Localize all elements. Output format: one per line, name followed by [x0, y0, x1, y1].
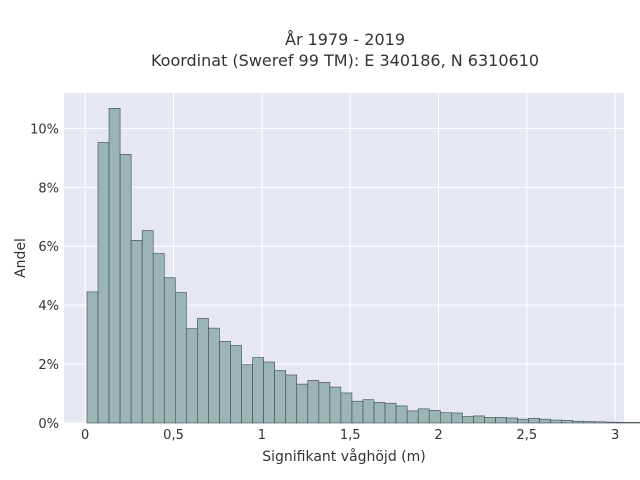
histogram-bar — [550, 419, 563, 424]
histogram-bar — [506, 417, 518, 424]
histogram-bar — [318, 382, 331, 424]
x-axis-label: Signifikant våghöjd (m) — [262, 448, 425, 465]
histogram-bar — [362, 399, 375, 424]
histogram-bar — [152, 253, 165, 424]
histogram-bar — [108, 108, 121, 424]
histogram-bar — [86, 291, 99, 424]
histogram-bar — [141, 230, 154, 424]
histogram-bar — [462, 416, 474, 424]
x-tick-label: 0,5 — [163, 428, 184, 443]
histogram-bar — [561, 420, 574, 424]
histogram-bar — [616, 422, 629, 424]
histogram-bar — [351, 400, 364, 424]
histogram-bar — [208, 327, 220, 424]
x-axis-ticks: 0 0,5 1 1,5 2 2,5 3 — [81, 428, 619, 443]
histogram-bar — [428, 410, 441, 424]
histogram-bar — [451, 412, 463, 424]
y-tick-label: 0% — [38, 417, 59, 432]
x-tick-label: 2,5 — [516, 428, 537, 443]
x-tick-label: 1,5 — [340, 428, 361, 443]
histogram-bar — [119, 153, 132, 424]
y-axis-label: Andel — [13, 238, 29, 278]
y-axis-ticks: 0% 2% 4% 6% 8% 10% — [30, 122, 59, 432]
histogram-bar — [406, 410, 419, 424]
histogram-bar — [439, 412, 452, 424]
histogram-bar — [252, 357, 264, 424]
chart-title-line-2: Koordinat (Sweref 99 TM): E 340186, N 63… — [151, 51, 539, 70]
histogram-bar — [605, 421, 618, 424]
histogram-bar — [395, 405, 408, 424]
histogram-bar — [373, 402, 386, 424]
y-tick-label: 8% — [38, 181, 59, 196]
histogram-bar — [285, 374, 298, 424]
histogram-bar — [417, 408, 430, 424]
histogram-bar — [572, 420, 585, 424]
histogram-bar — [517, 418, 529, 424]
histogram-bar — [130, 240, 143, 424]
histogram-bar — [296, 383, 309, 424]
histogram-bar — [274, 370, 287, 424]
histogram-bar — [528, 417, 540, 424]
histogram-bar — [539, 418, 551, 424]
histogram-bar — [97, 142, 110, 424]
histogram-bar — [197, 318, 209, 424]
x-tick-label: 1 — [258, 428, 266, 443]
x-tick-label: 2 — [434, 428, 442, 443]
histogram-bar — [329, 386, 342, 424]
histogram-bar — [219, 341, 231, 424]
x-tick-label: 0 — [81, 428, 89, 443]
y-tick-label: 10% — [30, 122, 59, 137]
histogram-bar — [484, 417, 496, 424]
histogram-bar — [230, 345, 242, 424]
histogram-bar — [384, 402, 397, 424]
histogram-bar — [594, 421, 607, 424]
chart-title-line-1: År 1979 - 2019 — [285, 30, 405, 49]
histogram-bars — [86, 108, 640, 424]
histogram-bar — [241, 364, 253, 424]
y-tick-label: 2% — [38, 358, 59, 373]
histogram-bar — [174, 292, 187, 424]
histogram-bar — [186, 328, 198, 424]
histogram-bar — [340, 392, 353, 424]
histogram-bar — [495, 417, 507, 424]
y-tick-label: 4% — [38, 299, 59, 314]
histogram-bar — [163, 277, 176, 424]
histogram-bar — [263, 361, 275, 424]
y-tick-label: 6% — [38, 240, 59, 255]
histogram-bar — [307, 379, 320, 424]
x-tick-label: 3 — [611, 428, 619, 443]
histogram-bar — [627, 422, 640, 424]
histogram-bar — [583, 421, 596, 424]
histogram-bar — [473, 415, 485, 424]
